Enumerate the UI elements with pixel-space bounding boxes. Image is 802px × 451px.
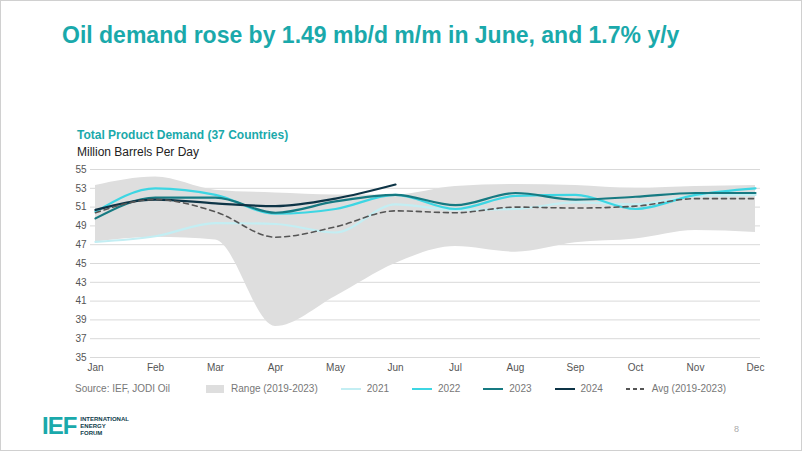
- html-text:Million Barrels Per Day: Million Barrels Per Day: [77, 145, 199, 159]
- svg-text:41: 41: [75, 295, 87, 306]
- svg-text:Aug: Aug: [507, 362, 525, 373]
- svg-text:Jan: Jan: [87, 362, 103, 373]
- svg-text:Feb: Feb: [147, 362, 165, 373]
- svg-text:39: 39: [75, 314, 87, 325]
- svg-text:49: 49: [75, 220, 87, 231]
- svg-text:May: May: [326, 362, 345, 373]
- html-text:Avg (2019-2023): Avg (2019-2023): [651, 383, 727, 394]
- svg-text:43: 43: [75, 277, 87, 288]
- html-text:Total Product Demand (37 Count: Total Product Demand (37 Countries): [77, 128, 289, 142]
- html-text:ENERGY: ENERGY: [80, 422, 106, 429]
- svg-text:53: 53: [75, 183, 87, 194]
- html-text:FORUM: FORUM: [80, 429, 103, 436]
- html-text:IEF: IEF: [42, 412, 77, 439]
- svg-text:Mar: Mar: [207, 362, 225, 373]
- html-text:2024: 2024: [580, 383, 603, 394]
- svg-text:35: 35: [75, 352, 87, 363]
- html-text:2022: 2022: [438, 383, 461, 394]
- html-text:2023: 2023: [509, 383, 532, 394]
- svg-text:Sep: Sep: [567, 362, 585, 373]
- svg-text:Jul: Jul: [449, 362, 462, 373]
- svg-text:45: 45: [75, 258, 87, 269]
- html-text:8: 8: [734, 424, 739, 434]
- html-text:2021: 2021: [366, 383, 389, 394]
- svg-text:51: 51: [75, 201, 87, 212]
- svg-text:Nov: Nov: [687, 362, 705, 373]
- svg-text:Oct: Oct: [628, 362, 644, 373]
- html-text:Range (2019-2023): Range (2019-2023): [231, 383, 318, 394]
- html-text:Source: IEF, JODI Oil: Source: IEF, JODI Oil: [75, 383, 170, 394]
- svg-text:Dec: Dec: [747, 362, 765, 373]
- svg-text:Jun: Jun: [387, 362, 403, 373]
- svg-text:47: 47: [75, 239, 87, 250]
- html-text:INTERNATIONAL: INTERNATIONAL: [80, 415, 129, 422]
- svg-text:55: 55: [75, 164, 87, 175]
- html-text:Oil demand rose by 1.49 mb/d m: Oil demand rose by 1.49 mb/d m/m in June…: [62, 22, 680, 48]
- svg-text:Apr: Apr: [268, 362, 284, 373]
- svg-text:37: 37: [75, 333, 87, 344]
